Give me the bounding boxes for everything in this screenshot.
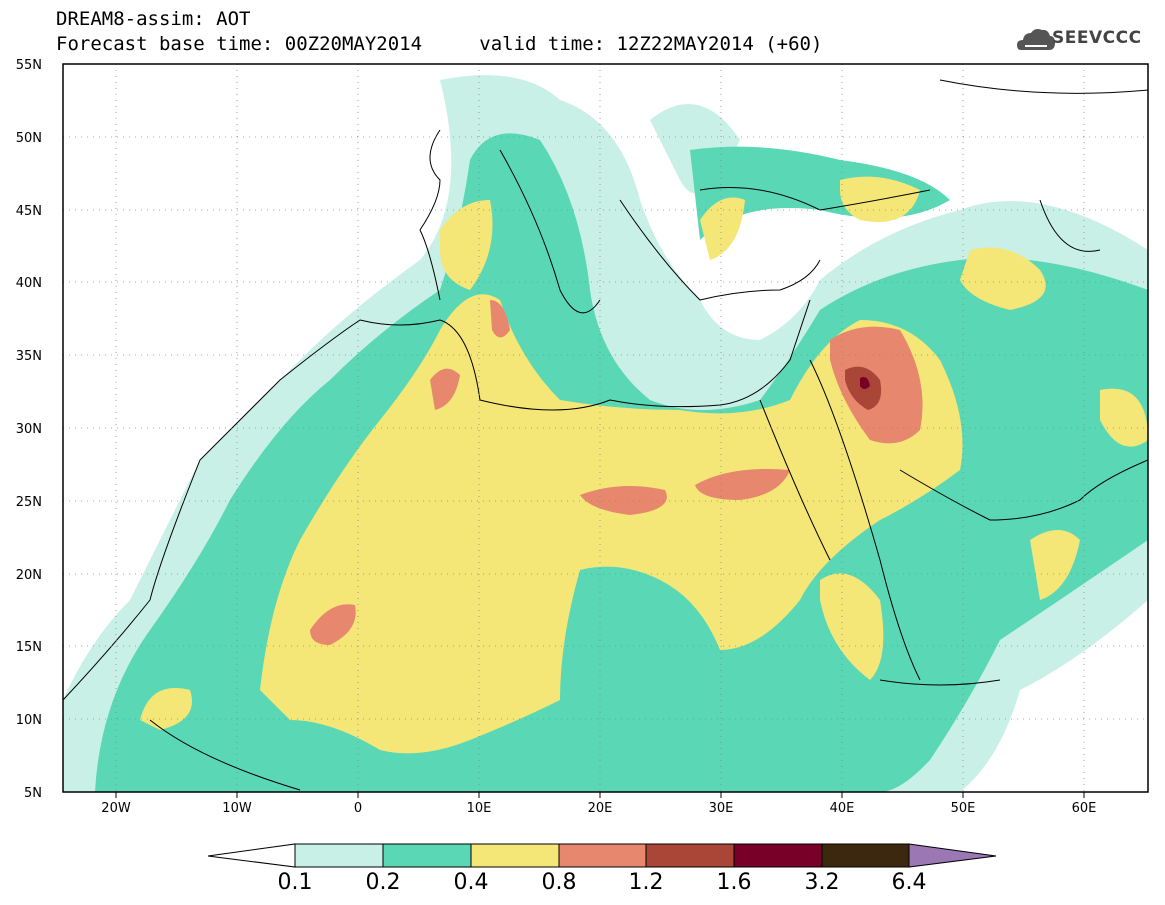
colorbar-label: 6.4 bbox=[891, 870, 927, 895]
cloud-icon bbox=[1017, 29, 1055, 50]
lat-label: 55N bbox=[16, 58, 42, 73]
colorbar-label: 3.2 bbox=[804, 870, 840, 895]
map-frame bbox=[62, 63, 1149, 793]
lat-label: 35N bbox=[16, 349, 42, 364]
axis-ticks bbox=[115, 792, 1085, 798]
graticule bbox=[63, 64, 1148, 792]
lon-label: 0 bbox=[354, 801, 362, 816]
colorbar-swatch bbox=[645, 843, 735, 868]
lat-label: 30N bbox=[16, 422, 42, 437]
logo-text: SEEVCCC bbox=[1052, 28, 1142, 48]
colorbar-high-arrow bbox=[908, 843, 997, 868]
lat-label: 5N bbox=[24, 786, 42, 801]
forecast-base-time: Forecast base time: 00Z20MAY2014 bbox=[56, 33, 423, 55]
lat-label: 40N bbox=[16, 276, 42, 291]
colorbar-label: 0.1 bbox=[277, 870, 313, 895]
colorbar-swatch bbox=[733, 843, 823, 868]
lat-labels: 55N 50N 45N 40N 35N 30N 25N 20N 15N 10N … bbox=[16, 58, 42, 801]
colorbar-swatch bbox=[821, 843, 910, 868]
lon-label: 60E bbox=[1072, 801, 1097, 816]
colorbar-label: 0.2 bbox=[365, 870, 401, 895]
colorbar-swatch bbox=[470, 843, 560, 868]
colorbar-low-arrow bbox=[207, 843, 296, 868]
lat-label: 15N bbox=[16, 640, 42, 655]
lon-label: 20E bbox=[588, 801, 613, 816]
map-subtitle: Forecast base time: 00Z20MAY2014 valid t… bbox=[56, 33, 822, 55]
colorbar bbox=[207, 843, 997, 868]
lon-label: 10W bbox=[222, 801, 252, 816]
lon-label: 50E bbox=[951, 801, 976, 816]
colorbar-label: 1.2 bbox=[628, 870, 664, 895]
colorbar-swatch bbox=[558, 843, 647, 868]
lat-label: 20N bbox=[16, 568, 42, 583]
colorbar-swatch bbox=[294, 843, 384, 868]
lon-label: 30E bbox=[709, 801, 734, 816]
lon-label: 20W bbox=[101, 801, 131, 816]
lon-label: 10E bbox=[467, 801, 492, 816]
colorbar-swatch bbox=[382, 843, 472, 868]
map-title: DREAM8-assim: AOT bbox=[56, 8, 251, 30]
lat-label: 25N bbox=[16, 495, 42, 510]
valid-time: valid time: 12Z22MAY2014 (+60) bbox=[479, 33, 823, 55]
lat-label: 45N bbox=[16, 204, 42, 219]
lon-labels: 20W 10W 0 10E 20E 30E 40E 50E 60E bbox=[101, 801, 1096, 816]
lat-label: 50N bbox=[16, 131, 42, 146]
colorbar-label: 0.8 bbox=[541, 870, 577, 895]
colorbar-label: 0.4 bbox=[453, 870, 489, 895]
lon-label: 40E bbox=[830, 801, 855, 816]
lat-label: 10N bbox=[16, 713, 42, 728]
colorbar-label: 1.6 bbox=[716, 870, 752, 895]
